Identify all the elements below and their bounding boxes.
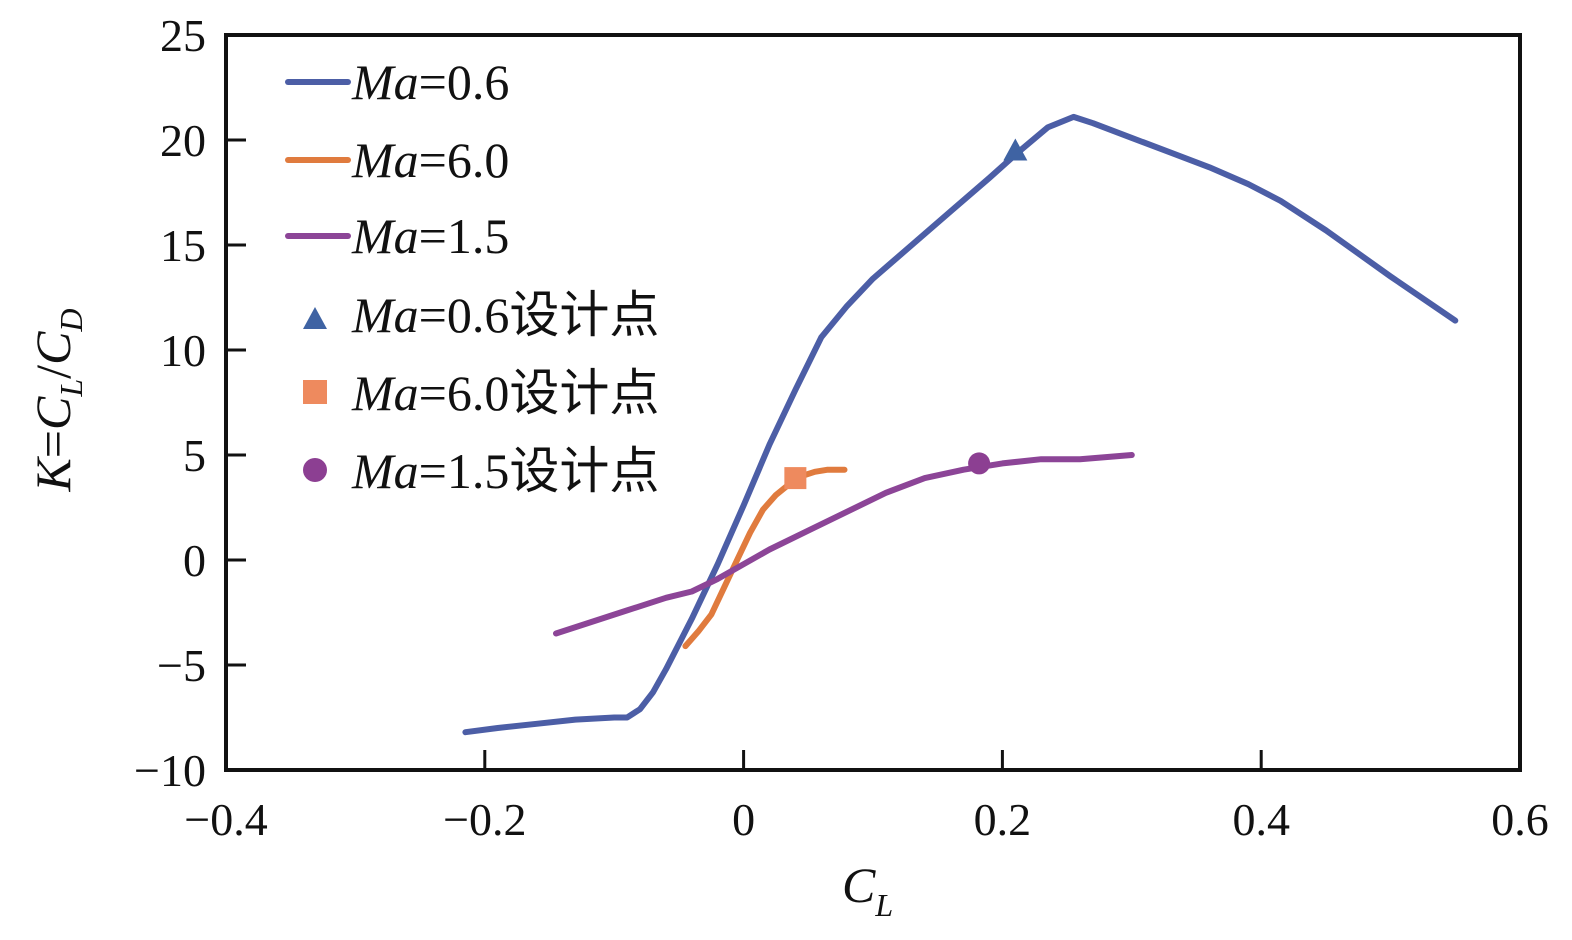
x-tick-label: 0 xyxy=(732,794,755,845)
legend-triangle-icon xyxy=(303,307,327,329)
y-tick-label: −10 xyxy=(134,745,206,796)
x-tick-label: 0.6 xyxy=(1491,794,1549,845)
design-point-square xyxy=(784,467,807,490)
legend-label-ma60: Ma=6.0 xyxy=(351,132,509,188)
legend-label-ma06-design: Ma=0.6设计点 xyxy=(351,287,659,343)
legend: Ma=0.6 Ma=6.0 Ma=1.5 Ma=0.6设计点 Ma=6.0设计点… xyxy=(285,54,659,499)
legend-square-icon xyxy=(303,380,327,404)
y-tick-label: 0 xyxy=(183,535,206,586)
legend-circle-icon xyxy=(303,458,327,482)
legend-label-ma60-design: Ma=6.0设计点 xyxy=(351,365,659,421)
x-tick-label: −0.4 xyxy=(184,794,267,845)
y-axis-label: K=CL/CD xyxy=(25,308,89,492)
y-tick-label: 5 xyxy=(183,430,206,481)
x-axis-label: CL xyxy=(842,857,893,923)
x-tick-label: −0.2 xyxy=(443,794,526,845)
design-point-triangle xyxy=(1003,138,1028,161)
series-line-Ma60 xyxy=(682,466,848,650)
y-axis-ticks: −10 −5 0 5 10 15 20 25 xyxy=(134,10,246,796)
y-tick-label: 25 xyxy=(160,10,206,61)
series-lines xyxy=(462,113,1459,736)
design-points xyxy=(784,138,1028,490)
y-tick-label: 20 xyxy=(160,115,206,166)
y-tick-label: 15 xyxy=(160,220,206,271)
y-tick-label: −5 xyxy=(157,640,206,691)
plot-area xyxy=(224,33,1522,772)
legend-label-ma06: Ma=0.6 xyxy=(351,54,509,110)
series-line-Ma06 xyxy=(462,113,1459,736)
x-tick-label: 0.4 xyxy=(1232,794,1290,845)
series-line-Ma15 xyxy=(553,452,1135,637)
legend-label-ma15: Ma=1.5 xyxy=(351,208,509,264)
x-tick-label: 0.2 xyxy=(974,794,1032,845)
y-tick-label: 10 xyxy=(160,325,206,376)
legend-label-ma15-design: Ma=1.5设计点 xyxy=(351,443,659,499)
design-point-circle xyxy=(968,452,991,475)
x-axis-ticks: −0.4 −0.2 0 0.2 0.4 0.6 xyxy=(184,750,1549,845)
